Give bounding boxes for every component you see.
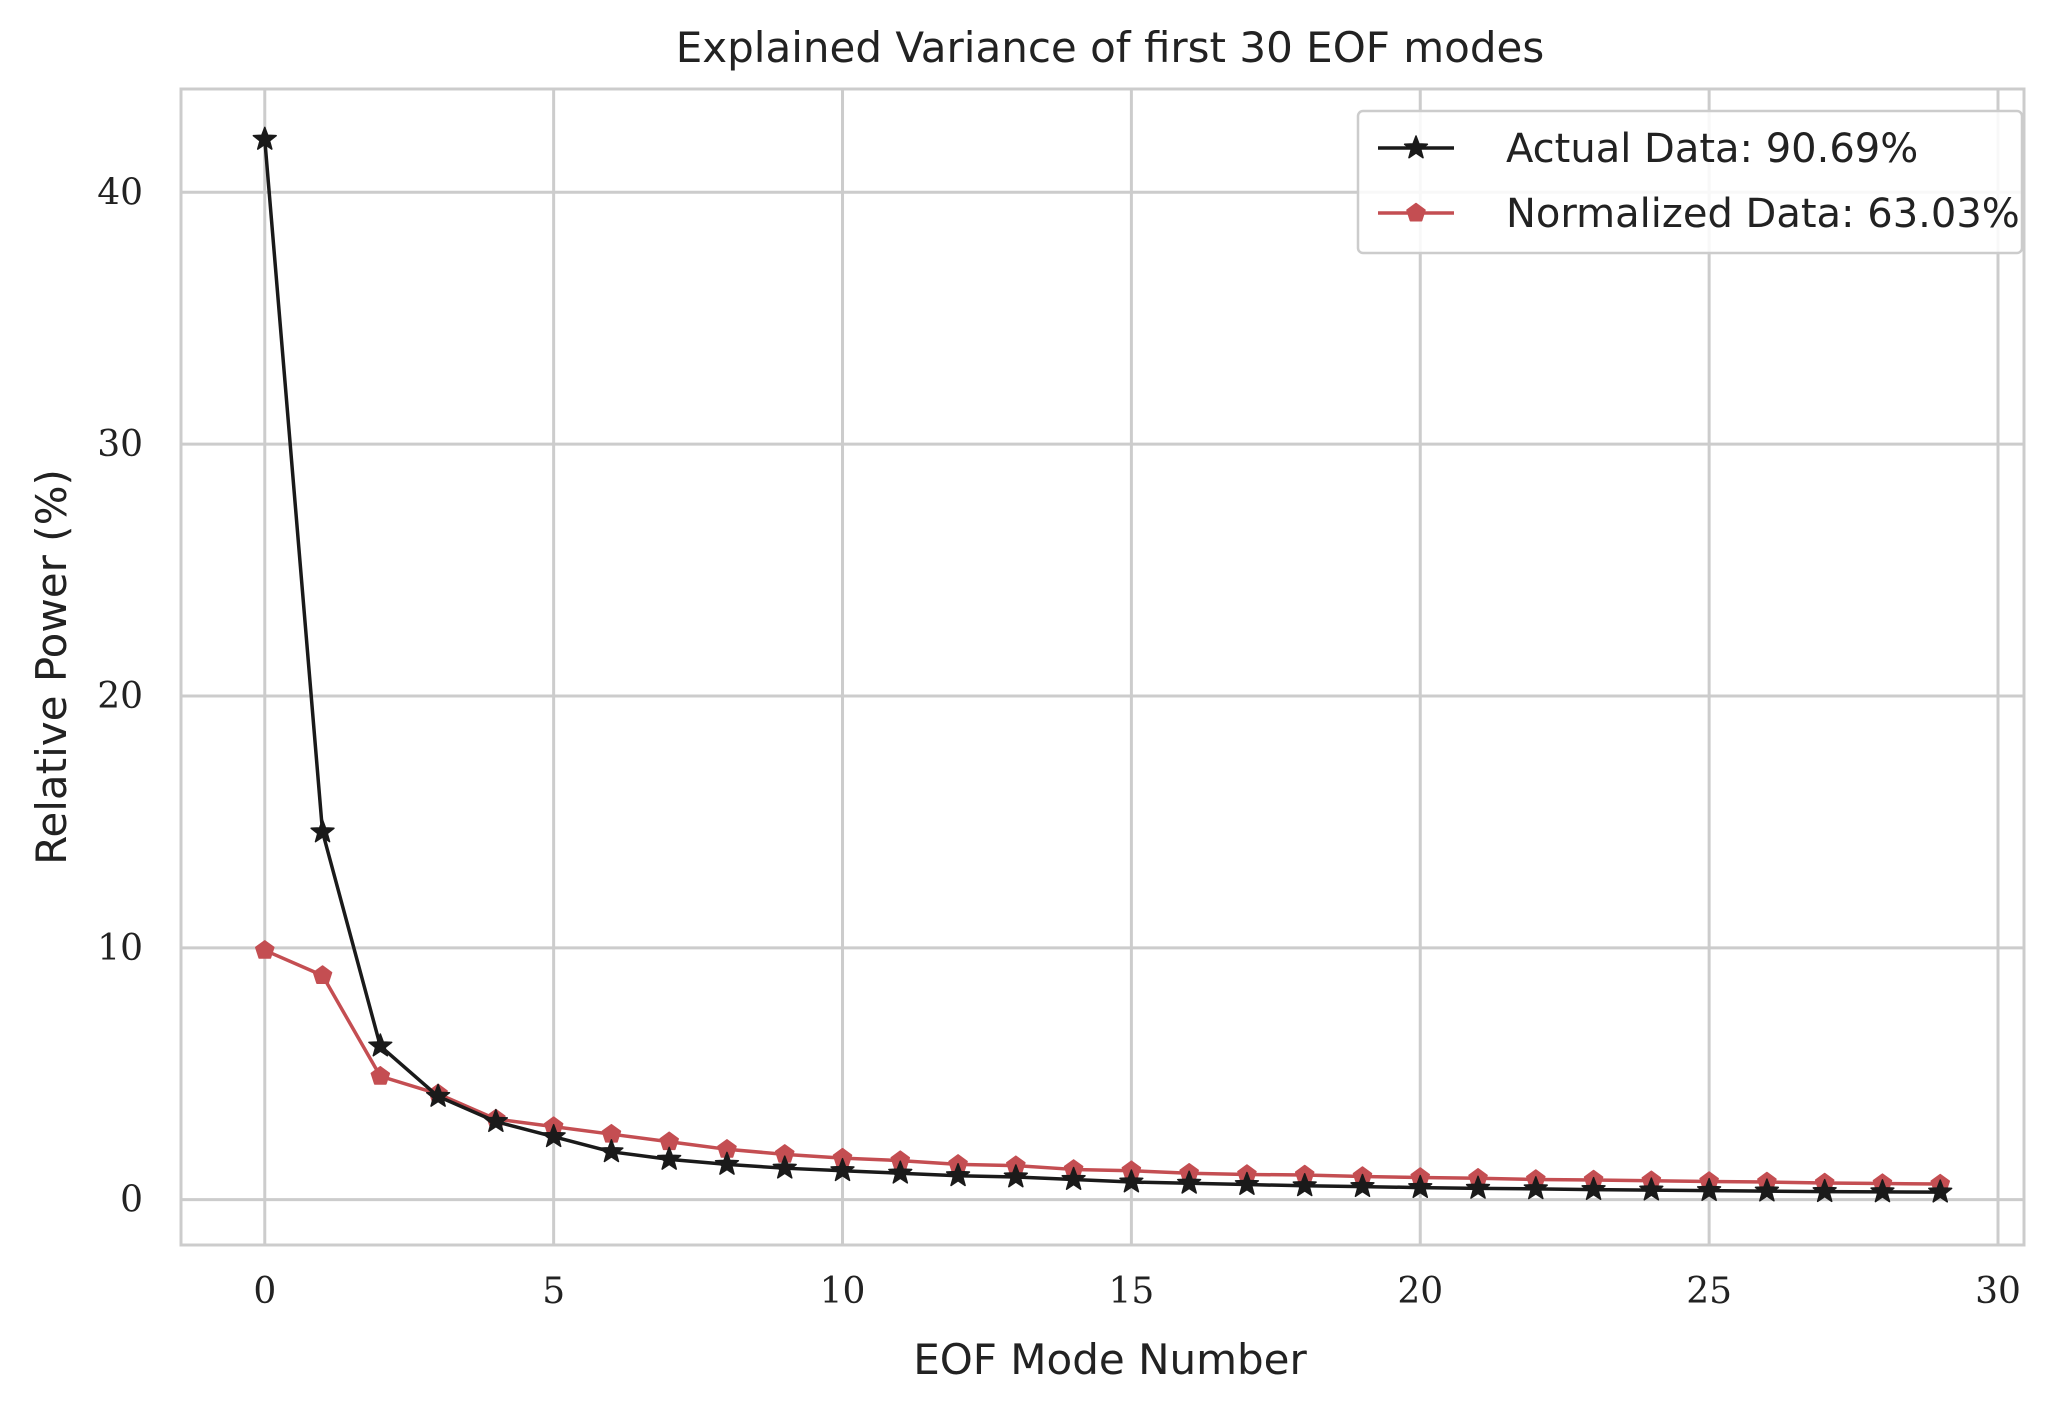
x-tick-label: 25: [1686, 1271, 1732, 1312]
legend-entry-label: Normalized Data: 63.03%: [1506, 191, 2020, 237]
star-marker: [425, 1083, 451, 1107]
star-marker: [1870, 1179, 1895, 1203]
star-marker: [1928, 1179, 1953, 1203]
series-line: [264, 948, 1941, 1186]
star-marker: [1754, 1178, 1780, 1202]
x-tick-label: 30: [1975, 1271, 2021, 1312]
star-marker: [310, 819, 335, 843]
pentagon-marker: [370, 1066, 391, 1085]
star-marker: [1119, 1169, 1144, 1193]
x-tick-label: 10: [820, 1271, 866, 1312]
y-tick-label: 40: [97, 172, 143, 213]
grid: [181, 89, 2024, 1245]
star-marker: [772, 1155, 797, 1179]
star-marker: [1581, 1176, 1606, 1201]
star-marker: [541, 1123, 566, 1148]
series-1: [252, 126, 1953, 1203]
star-marker: [1061, 1166, 1086, 1190]
y-tick-label: 20: [97, 676, 143, 717]
star-marker: [252, 126, 277, 150]
legend-entry-label: Actual Data: 90.69%: [1506, 126, 1918, 172]
star-marker: [1696, 1177, 1722, 1202]
star-marker: [1234, 1171, 1260, 1196]
star-marker: [483, 1108, 509, 1133]
legend-box: [1356, 109, 2024, 255]
x-axis-label: EOF Mode Number: [913, 1335, 1307, 1384]
star-marker: [714, 1151, 740, 1175]
star-marker: [1408, 1174, 1433, 1199]
y-tick-label: 30: [97, 424, 143, 465]
pentagon-marker: [312, 965, 333, 984]
x-tick-label: 5: [542, 1271, 565, 1312]
star-marker: [1003, 1164, 1028, 1188]
y-tick-label: 10: [97, 928, 143, 969]
star-marker: [1523, 1176, 1548, 1200]
legend: Actual Data: 90.69% Normalized Data: 63.0…: [1356, 109, 2024, 255]
star-marker: [1465, 1175, 1491, 1199]
x-tick-label: 0: [253, 1271, 276, 1312]
star-marker: [1177, 1170, 1202, 1194]
x-tick-label: 20: [1397, 1271, 1443, 1312]
chart-title: Explained Variance of first 30 EOF modes: [676, 23, 1545, 72]
x-tick-label: 15: [1108, 1271, 1154, 1312]
pentagon-marker: [254, 940, 275, 959]
legend-swatch-marker: [1406, 202, 1426, 222]
y-tick-label: 0: [120, 1180, 143, 1221]
star-marker: [1350, 1173, 1375, 1198]
star-marker: [1292, 1173, 1317, 1197]
legend-swatch-marker: [1403, 135, 1429, 159]
star-marker: [657, 1146, 682, 1170]
star-marker: [1812, 1178, 1837, 1203]
star-marker: [368, 1033, 393, 1057]
star-marker: [1639, 1177, 1664, 1201]
y-axis-label: Relative Power (%): [27, 469, 76, 865]
star-marker: [599, 1139, 624, 1163]
plot-frame: [179, 87, 2026, 1247]
tick-labels: 0 5 10 15 20 25 30 0 10 20 30 40: [97, 172, 2021, 1312]
star-marker: [830, 1157, 855, 1182]
star-marker: [888, 1160, 913, 1184]
star-marker: [945, 1162, 971, 1187]
series-layer: [252, 126, 1953, 1203]
